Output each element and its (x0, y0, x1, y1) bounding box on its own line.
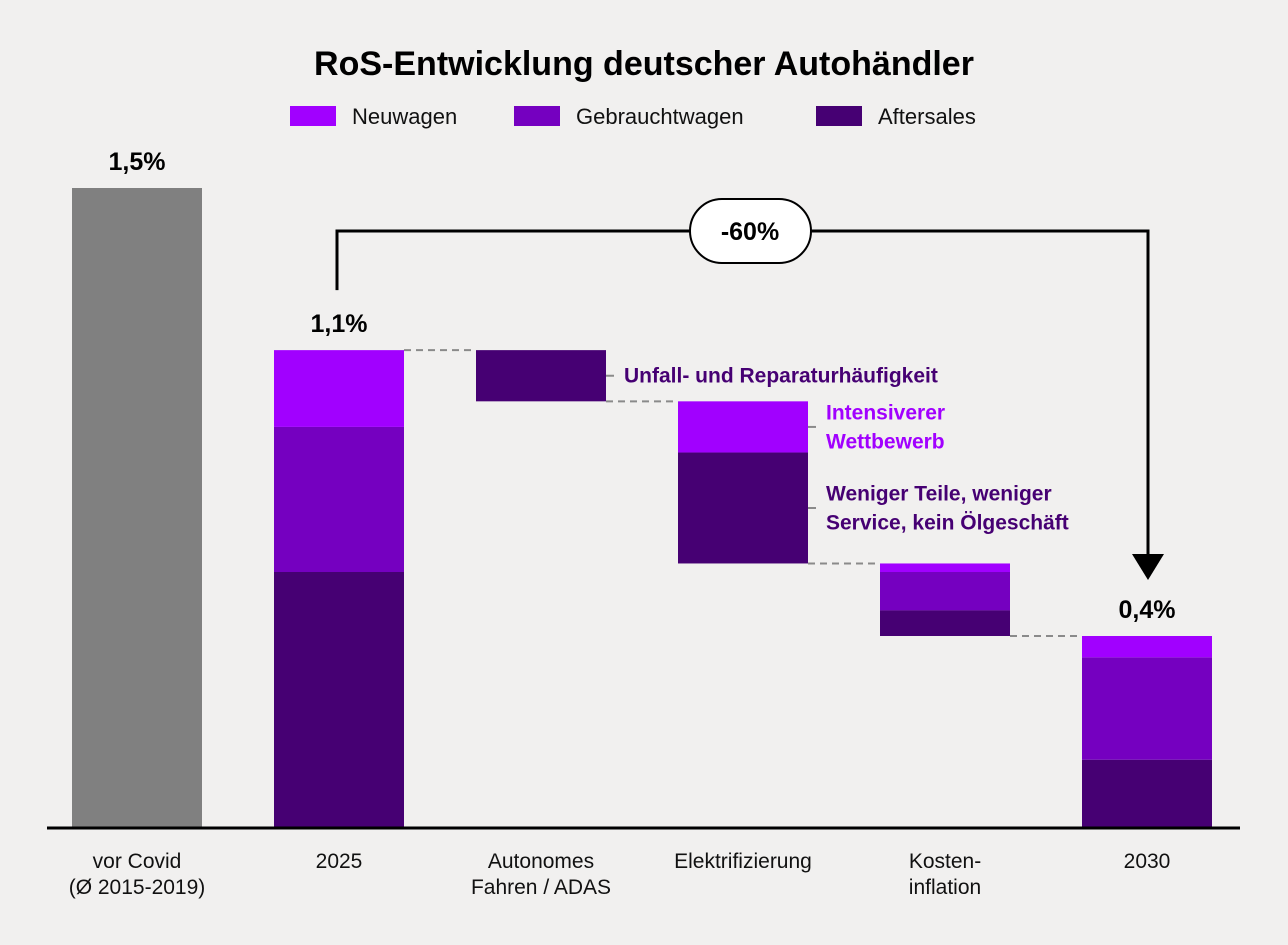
category-label: Elektrifizierung (674, 850, 812, 873)
category-label: Autonomes (488, 850, 594, 873)
annotation-label: Wettbewerb (826, 430, 945, 453)
annotations: Unfall- und Reparaturhäufigkeit Intensive… (606, 365, 1069, 535)
bar-total (72, 188, 202, 828)
bar-segment-gebrauchtwagen (880, 572, 1010, 611)
bar-segment-neuwagen (1082, 636, 1212, 658)
bar-segment-aftersales (274, 572, 404, 828)
bar-segment-aftersales (678, 452, 808, 564)
bar-segment-aftersales (880, 610, 1010, 636)
category-label: Kosten- (909, 850, 981, 873)
legend-label-aftersales: Aftersales (878, 104, 976, 129)
bar-segment-aftersales (476, 350, 606, 402)
legend-swatch-aftersales (816, 106, 862, 126)
category-label: inflation (909, 876, 981, 899)
arrow-head-icon (1132, 554, 1164, 580)
legend-label-gebrauchtwagen: Gebrauchtwagen (576, 104, 744, 129)
bar-segment-neuwagen (274, 350, 404, 427)
callout-label: -60% (721, 218, 779, 246)
value-label: 1,5% (109, 148, 166, 176)
bar-segment-gebrauchtwagen (1082, 657, 1212, 760)
annotation-label: Intensiverer (826, 401, 945, 424)
category-label: vor Covid (93, 850, 182, 873)
callout-pill (689, 198, 812, 264)
legend: Neuwagen Gebrauchtwagen Aftersales (290, 104, 976, 129)
annotation-label: Service, kein Ölgeschäft (826, 512, 1069, 535)
chart-title: RoS-Entwicklung deutscher Autohändler (314, 45, 974, 83)
category-labels: vor Covid (Ø 2015-2019) 2025 Autonomes Fahre… (69, 850, 1171, 899)
bar-segment-neuwagen (678, 401, 808, 453)
bars: 1,5% 1,1% 0,4% (72, 148, 1212, 828)
change-callout: -60% (335, 198, 1164, 580)
annotation-label: Unfall- und Reparaturhäufigkeit (624, 365, 938, 388)
category-label: 2025 (316, 850, 363, 873)
bar-segment-aftersales (1082, 759, 1212, 828)
legend-swatch-gebrauchtwagen (514, 106, 560, 126)
connector-lines (404, 349, 1082, 637)
value-label: 0,4% (1119, 596, 1176, 624)
bar-segment-gebrauchtwagen (274, 426, 404, 572)
bar-segment-neuwagen (880, 563, 1010, 572)
category-label: (Ø 2015-2019) (69, 876, 206, 899)
category-label: Fahren / ADAS (471, 876, 611, 899)
legend-swatch-neuwagen (290, 106, 336, 126)
annotation-label: Weniger Teile, weniger (826, 483, 1052, 506)
category-label: 2030 (1124, 850, 1171, 873)
legend-label-neuwagen: Neuwagen (352, 104, 457, 129)
value-label: 1,1% (311, 310, 368, 338)
